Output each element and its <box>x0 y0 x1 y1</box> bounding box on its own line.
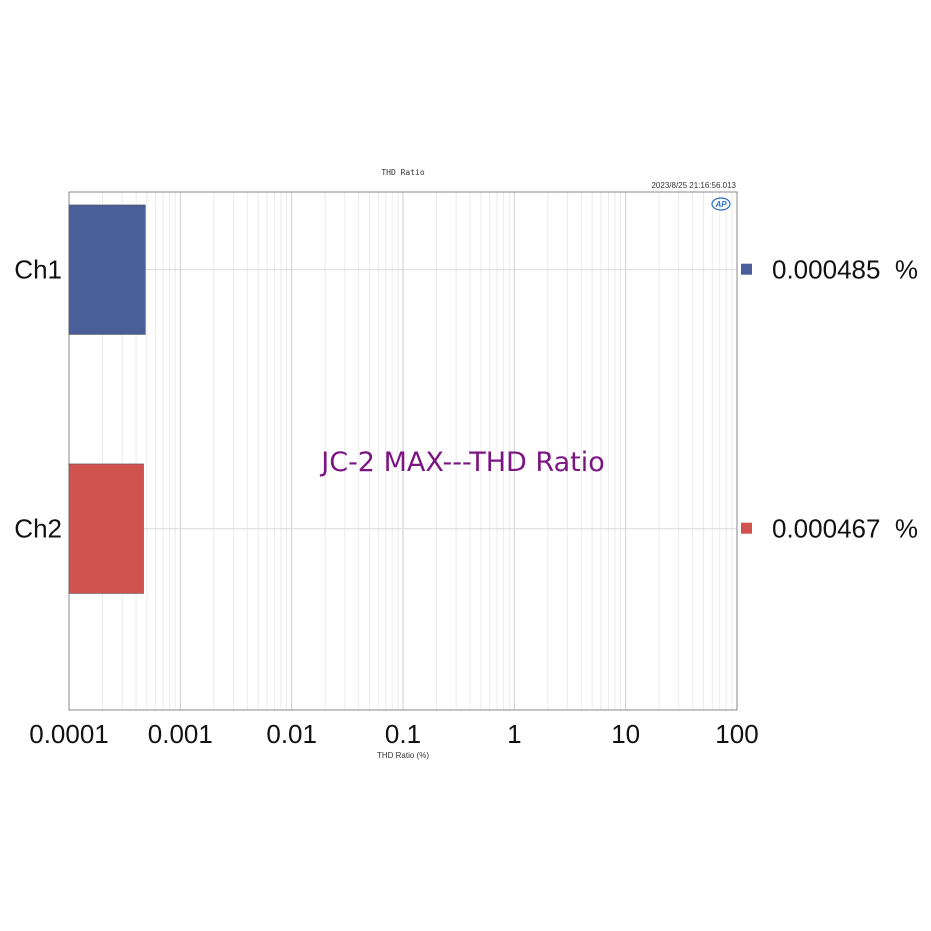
x-tick-labels: 0.0001 0.001 0.01 0.1 1 10 100 <box>29 719 758 749</box>
chart-title: THD Ratio <box>381 168 425 177</box>
chart-timestamp: 2023/8/25 21:16:56.013 <box>651 181 736 190</box>
bar-ch2 <box>68 463 144 594</box>
plot-frame <box>68 191 738 711</box>
value-label: 0.000485 % <box>772 255 918 285</box>
grid-lines <box>69 192 737 710</box>
legend-swatch <box>741 522 752 534</box>
legend-swatch <box>741 263 752 275</box>
ap-logo-text: AP <box>714 200 727 209</box>
x-tick-label: 0.001 <box>148 719 213 749</box>
category-label: Ch2 <box>14 514 62 544</box>
x-tick-label: 100 <box>715 719 758 749</box>
value-labels: 0.000485 % 0.000467 % <box>741 255 918 544</box>
x-tick-label: 10 <box>611 719 640 749</box>
bars <box>68 204 146 594</box>
x-tick-label: 0.0001 <box>29 719 109 749</box>
category-labels: Ch1 Ch2 <box>14 255 62 544</box>
x-tick-label: 1 <box>507 719 521 749</box>
chart-annotation: JC-2 MAX---THD Ratio <box>319 447 604 478</box>
x-tick-label: 0.01 <box>266 719 317 749</box>
bar-ch1 <box>68 204 146 335</box>
ap-logo-icon: AP <box>711 197 731 211</box>
x-tick-label: 0.1 <box>385 719 421 749</box>
value-label: 0.000467 % <box>772 514 918 544</box>
category-label: Ch1 <box>14 255 62 285</box>
x-axis-label: THD Ratio (%) <box>377 751 429 760</box>
